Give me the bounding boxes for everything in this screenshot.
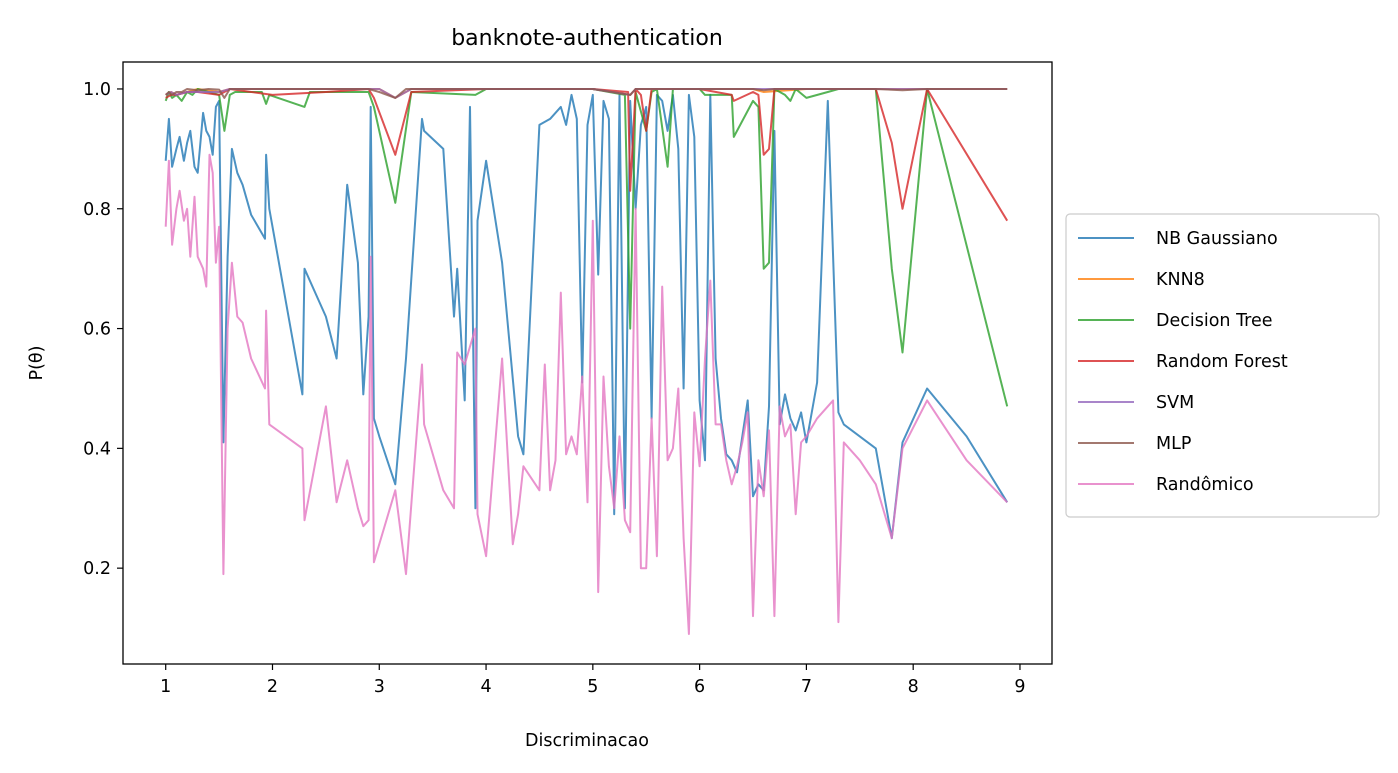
- series-group: [164, 88, 1009, 635]
- series-line-6: [164, 153, 1008, 635]
- legend-label: Random Forest: [1156, 352, 1288, 372]
- x-tick-label: 1: [160, 677, 171, 697]
- x-tick-label: 9: [1014, 677, 1025, 697]
- series-line-0: [164, 93, 1009, 540]
- chart-title: banknote-authentication: [451, 26, 723, 51]
- legend-label: Randômico: [1156, 475, 1254, 495]
- x-axis-label: Discriminacao: [525, 731, 649, 751]
- x-tick-label: 2: [267, 677, 278, 697]
- x-tick-label: 3: [374, 677, 385, 697]
- legend-box: [1065, 213, 1380, 518]
- x-axis: 1 2 3 4 5 6 7 8 9: [160, 664, 1026, 697]
- y-axis-label: P(θ): [27, 346, 47, 381]
- y-tick-label: 0.6: [83, 320, 111, 340]
- x-tick-label: 4: [480, 677, 491, 697]
- plot-frame: [122, 61, 1053, 665]
- x-tick-label: 7: [801, 677, 812, 697]
- legend-label: NB Gaussiano: [1156, 229, 1278, 249]
- legend-label: KNN8: [1156, 270, 1205, 290]
- x-tick-label: 8: [908, 677, 919, 697]
- y-axis: 0.2 0.4 0.6 0.8 1.0: [83, 80, 123, 579]
- series-line-5: [165, 88, 1008, 99]
- y-tick-label: 1.0: [83, 80, 111, 100]
- x-tick-label: 6: [694, 677, 705, 697]
- y-tick-label: 0.4: [83, 439, 111, 459]
- legend-label: Decision Tree: [1156, 311, 1273, 331]
- legend-label: SVM: [1156, 393, 1194, 413]
- x-tick-label: 5: [587, 677, 598, 697]
- y-tick-label: 0.2: [83, 559, 111, 579]
- y-tick-label: 0.8: [83, 200, 111, 220]
- legend: NB Gaussiano KNN8 Decision Tree Random Fore…: [1065, 213, 1380, 518]
- legend-label: MLP: [1156, 434, 1191, 454]
